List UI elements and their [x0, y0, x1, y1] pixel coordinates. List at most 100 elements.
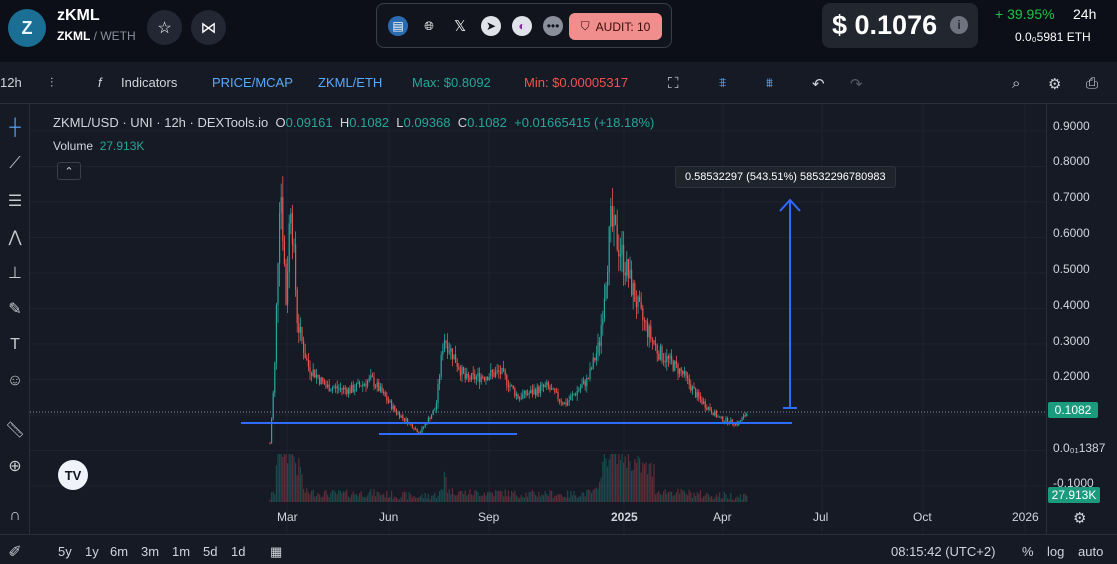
emoji-icon[interactable]: ☺ — [6, 372, 24, 389]
range-1d[interactable]: 1d — [231, 544, 246, 559]
volume-bar — [578, 496, 580, 502]
range-1y[interactable]: 1y — [85, 544, 99, 559]
volume-bar — [595, 487, 597, 502]
lock-drawing-icon[interactable]: ✐ — [8, 544, 22, 561]
time-label: Mar — [277, 510, 298, 524]
redo-icon[interactable]: ↷ — [850, 76, 863, 93]
audit-badge[interactable]: ⛉ AUDIT: 10 — [569, 13, 662, 40]
candle-body — [522, 394, 524, 399]
volume-bar — [408, 492, 410, 502]
coinmarket-icon[interactable]: ◐ — [512, 16, 532, 36]
candle-body — [557, 391, 559, 400]
candle-body — [442, 351, 444, 355]
candle-body — [391, 400, 393, 409]
volume-bar — [275, 465, 277, 502]
share-button[interactable]: ⋈ — [191, 10, 226, 45]
range-1m[interactable]: 1m — [172, 544, 191, 559]
more-icon[interactable]: ••• — [543, 16, 563, 36]
volume-bar — [599, 481, 601, 502]
volume-bar — [682, 490, 684, 502]
camera-icon[interactable]: ⎙ — [1086, 75, 1099, 92]
candle-body — [527, 394, 529, 396]
settings-icon[interactable]: ⚙ — [1048, 76, 1062, 93]
candle-body — [423, 426, 425, 428]
time-label: Sep — [478, 510, 500, 524]
volume-bar — [570, 491, 572, 502]
measure-icon[interactable]: ⊥ — [8, 265, 22, 282]
zoom-in-icon[interactable]: ⊕ — [8, 458, 22, 475]
volume-bar — [515, 495, 517, 502]
bars-icon[interactable]: ⩨ — [719, 75, 727, 90]
volume-bar — [410, 494, 412, 502]
candle-body — [464, 373, 466, 379]
volume-bar — [395, 497, 397, 502]
candle-body — [739, 420, 741, 422]
telegram-icon[interactable]: ➤ — [481, 16, 501, 36]
collapse-legend-button[interactable]: ⌃ — [57, 162, 81, 180]
pattern-icon[interactable]: ⋀ — [8, 229, 22, 246]
favorite-button[interactable]: ☆ — [147, 10, 182, 45]
interval-selector[interactable]: 12h — [0, 75, 22, 90]
undo-icon[interactable]: ↶ — [812, 76, 825, 93]
volume-bar — [291, 454, 293, 502]
indicators-icon[interactable]: f — [98, 75, 102, 90]
magnet-icon[interactable]: ∩ — [9, 507, 21, 524]
price-mcap-toggle[interactable]: PRICE/MCAP — [212, 75, 293, 90]
date-range-icon[interactable]: ▦ — [270, 544, 283, 559]
log-toggle[interactable]: log — [1047, 544, 1065, 559]
volume-bar — [402, 492, 404, 502]
volume-bar — [539, 496, 541, 502]
share-icon: ⋈ — [200, 19, 217, 37]
trendline-icon[interactable]: ⟋ — [9, 155, 21, 172]
range-5y[interactable]: 5y — [58, 544, 72, 559]
range-3m[interactable]: 3m — [141, 544, 160, 559]
candle-body — [291, 213, 293, 245]
volume-bar — [647, 474, 649, 502]
token-pair: ZKML / WETH — [57, 29, 136, 43]
price-axis[interactable] — [1046, 104, 1117, 534]
candle-body — [543, 384, 545, 388]
zoom-icon[interactable]: ⌕ — [1012, 75, 1021, 92]
info-icon[interactable]: i — [950, 16, 968, 34]
brush-icon[interactable]: ✎ — [8, 301, 22, 318]
volume-bar — [683, 490, 685, 502]
trades-icon[interactable]: ⩩ — [766, 75, 773, 90]
candle-body — [378, 382, 380, 391]
volume-bar — [677, 488, 679, 502]
volume-bar — [592, 489, 594, 502]
range-6m[interactable]: 6m — [110, 544, 129, 559]
candle-body — [499, 371, 501, 374]
text-icon[interactable]: T — [10, 336, 20, 353]
percent-toggle[interactable]: % — [1022, 544, 1034, 559]
candle-body — [631, 269, 633, 296]
globe-icon[interactable]: 🌐︎ — [424, 18, 434, 33]
candle-body — [333, 387, 335, 389]
indicators-button[interactable]: Indicators — [121, 75, 178, 90]
volume-bar — [322, 496, 324, 502]
ruler-icon[interactable]: 📏︎ — [4, 422, 26, 439]
candle-body — [627, 259, 629, 278]
range-5d[interactable]: 5d — [203, 544, 218, 559]
volume-bar — [491, 492, 493, 502]
candle-body — [317, 374, 319, 378]
volume-bar — [642, 462, 644, 502]
pair-toggle[interactable]: ZKML/ETH — [318, 75, 383, 90]
candle-body — [610, 205, 612, 227]
volume-bar — [458, 492, 460, 502]
candle-body — [459, 369, 461, 376]
candle-body — [405, 418, 407, 421]
volume-bar — [499, 490, 501, 502]
fib-icon[interactable]: ☰ — [7, 193, 23, 210]
volume-bar — [429, 499, 431, 502]
chart-link-icon[interactable]: ▤ — [388, 16, 408, 36]
fullscreen-icon[interactable]: ⛶ — [668, 75, 679, 92]
axis-settings-icon[interactable]: ⚙ — [1073, 510, 1087, 527]
price-chart[interactable]: TV — [30, 104, 1046, 534]
candle-body — [570, 396, 572, 400]
auto-toggle[interactable]: auto — [1078, 544, 1104, 559]
crosshair-icon[interactable]: ┼ — [9, 119, 21, 136]
volume-bar — [733, 500, 735, 502]
x-twitter-icon[interactable]: 𝕏 — [453, 18, 467, 35]
volume-bar — [519, 498, 521, 502]
candle-type-icon[interactable]: ⫶ — [50, 75, 54, 90]
